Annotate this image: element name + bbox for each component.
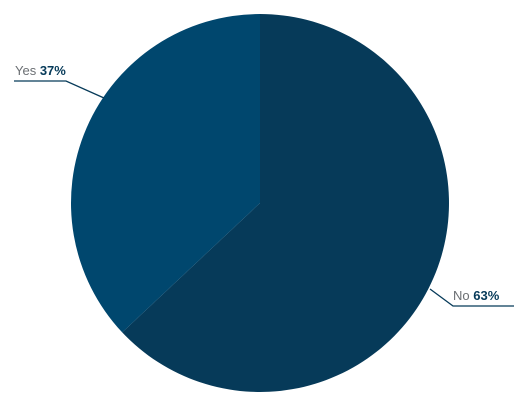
slice-name-no: No — [453, 288, 473, 303]
slice-value-no: 63% — [473, 288, 499, 303]
pie-slice-yes — [70, 14, 260, 333]
pie-slice-no — [122, 14, 450, 392]
slice-name-yes: Yes — [15, 63, 40, 78]
leader-line-no — [429, 288, 514, 307]
pie-labels: No 63% Yes 37% — [14, 63, 514, 307]
slice-label-no: No 63% — [453, 288, 500, 303]
pie-slices — [70, 14, 450, 392]
slice-value-yes: 37% — [40, 63, 66, 78]
leader-line-yes — [14, 80, 105, 99]
slice-label-yes: Yes 37% — [15, 63, 66, 78]
